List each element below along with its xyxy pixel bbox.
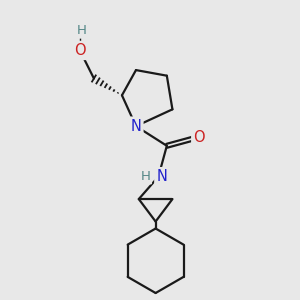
Text: N: N: [156, 169, 167, 184]
Text: H: H: [76, 24, 86, 37]
Text: O: O: [193, 130, 205, 145]
Text: O: O: [74, 43, 86, 58]
Text: N: N: [130, 119, 141, 134]
Text: H: H: [141, 170, 151, 183]
